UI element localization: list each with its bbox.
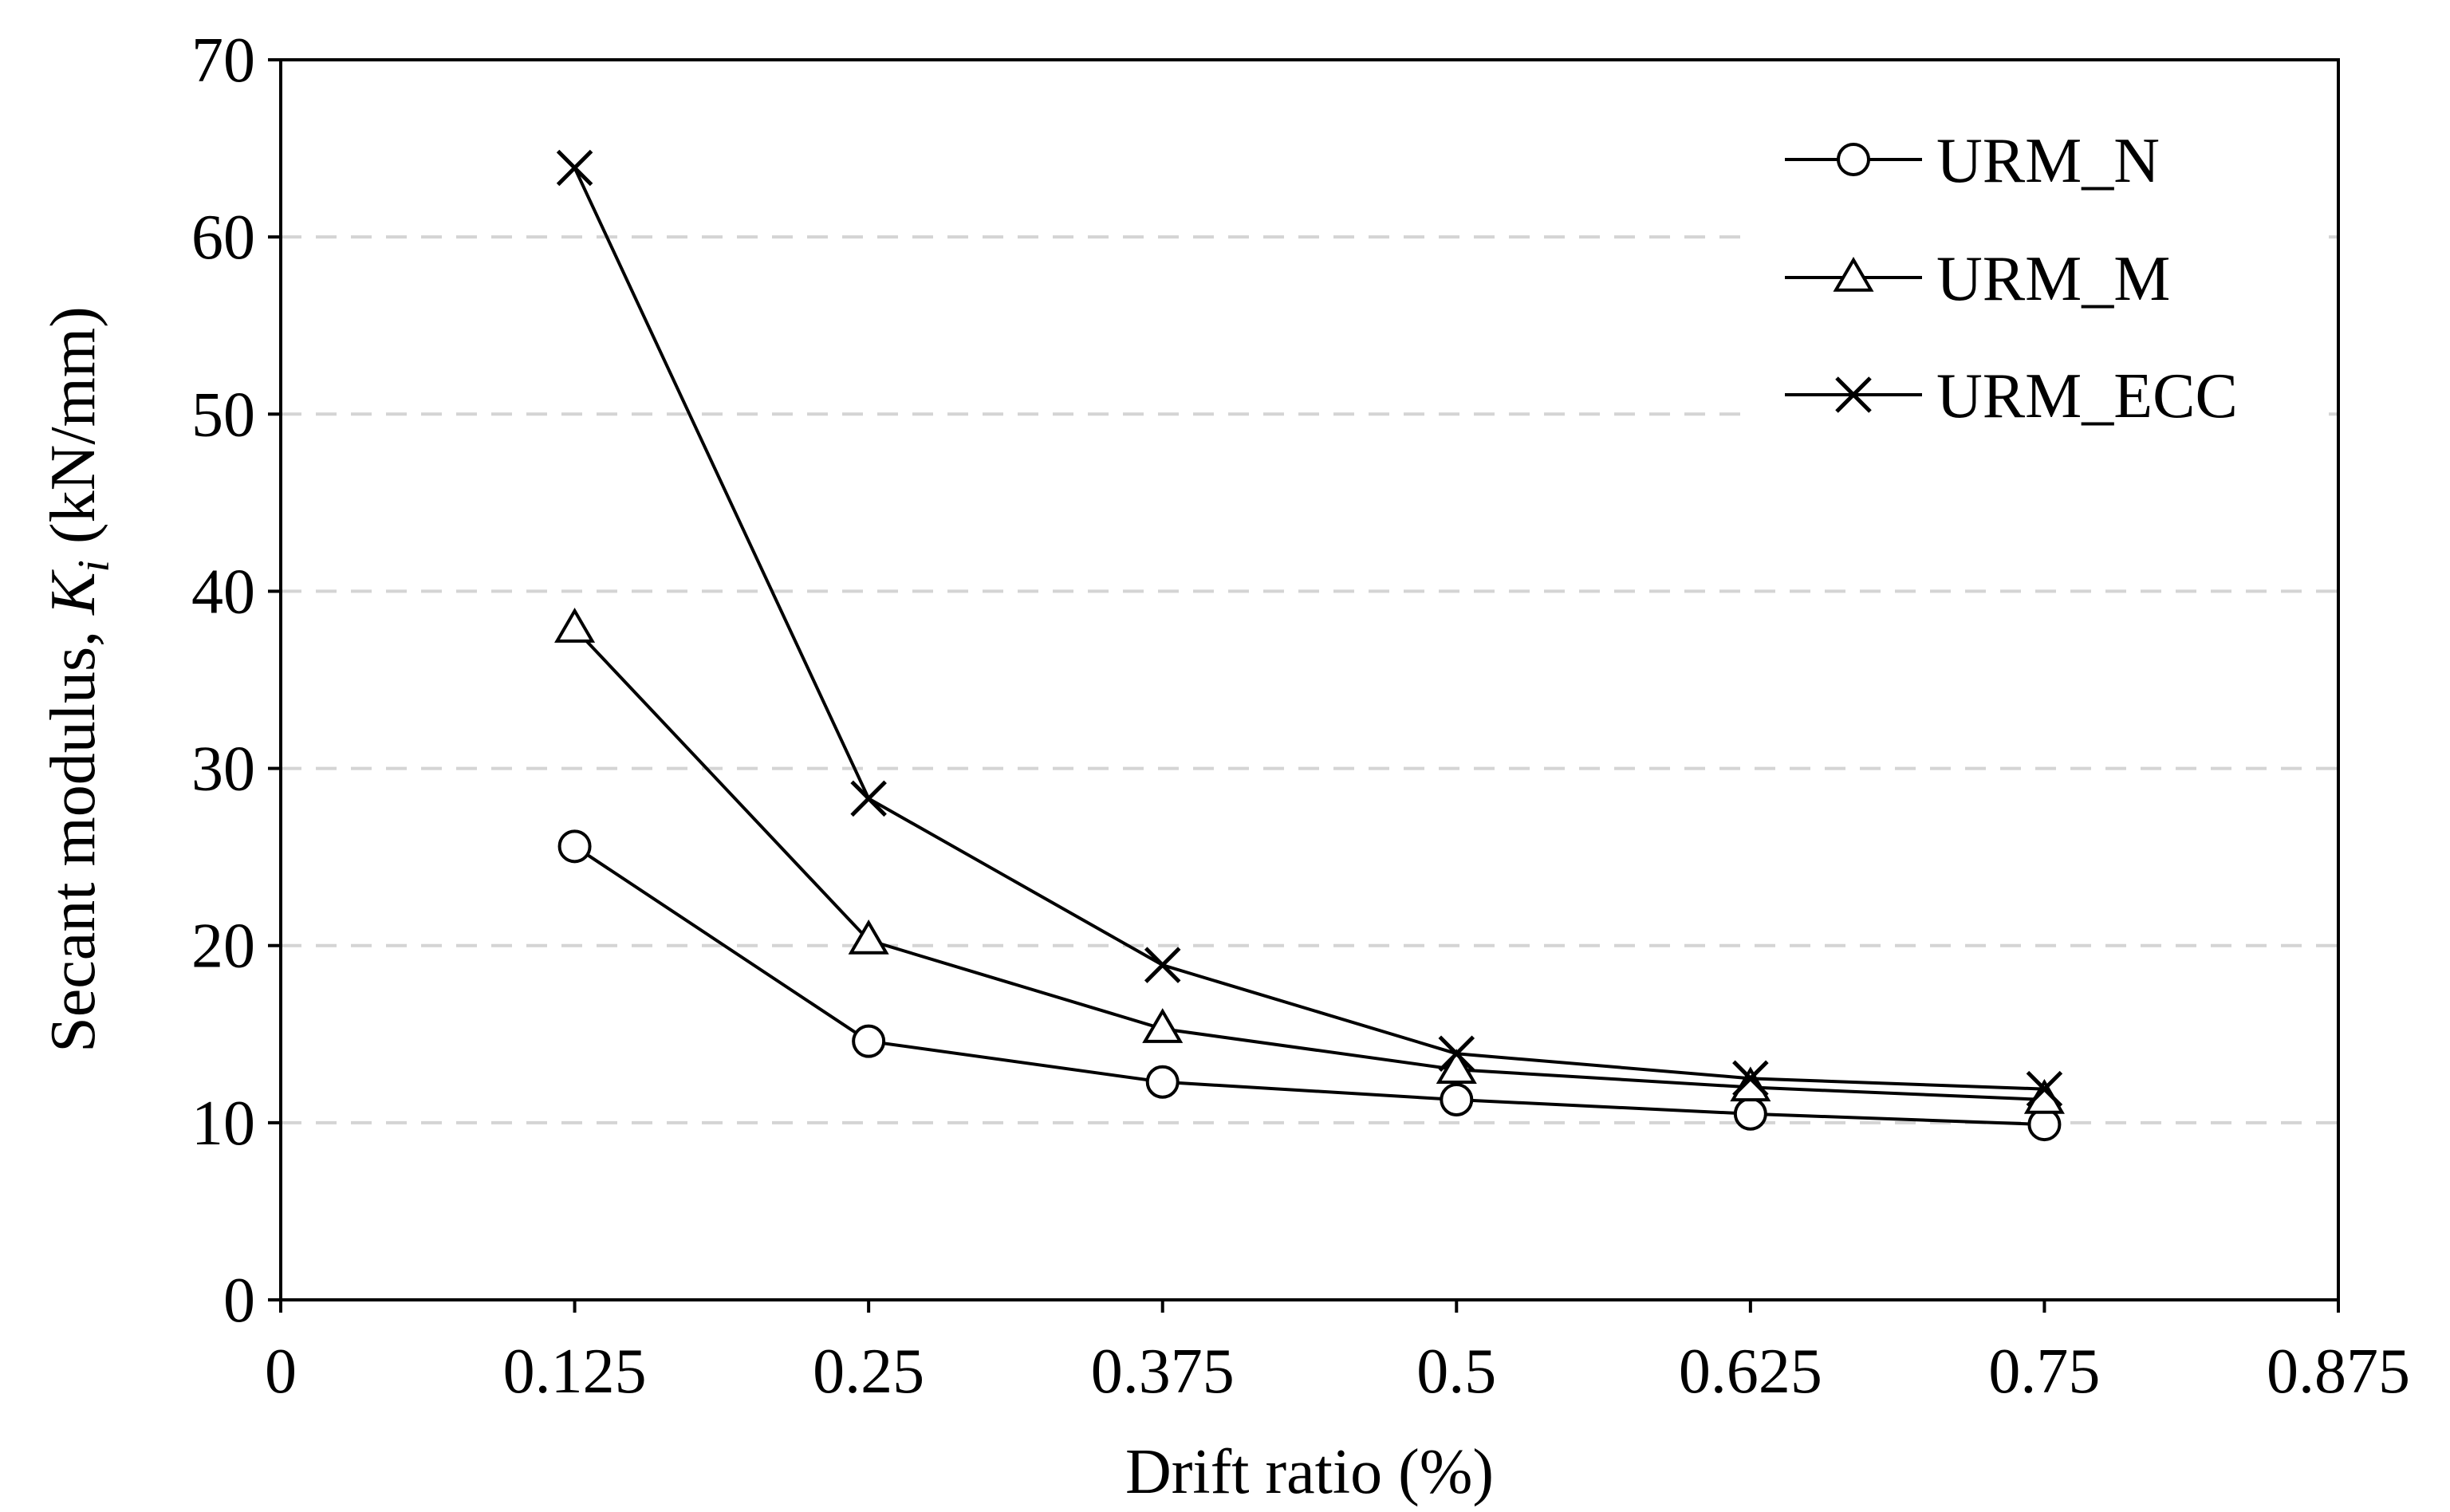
x-tick-label: 0.125 [503,1337,647,1407]
data-point-urm-ecc [2026,1070,2063,1108]
y-tick-label: 50 [191,380,255,450]
series-urm-n [557,829,2062,1142]
x-axis-ticks: 0 0.125 0.25 0.375 0.5 0.625 0.75 0.875 [265,1300,2410,1407]
data-point-urm-m [848,919,889,955]
data-point-urm-m [1436,1049,1477,1084]
legend-item-urm-ecc: URM_ECC [1785,361,2238,431]
legend: URM_N URM_M URM_ECC [1755,96,2329,447]
legend-marker [1833,256,1874,292]
plot-frame [279,58,2340,1301]
y-axis-title-subscript: i [69,560,119,573]
legend-item-urm-m: URM_M [1785,244,2170,314]
y-tick-label: 20 [191,912,255,982]
data-point-urm-n [557,829,592,864]
y-tick-label: 10 [191,1089,255,1159]
data-point-urm-m [554,608,596,643]
legend-label: URM_ECC [1936,361,2238,431]
y-tick-label: 30 [191,734,255,805]
data-point-urm-ecc [850,780,887,817]
series-layer [554,149,2065,1142]
legend-label: URM_N [1936,126,2160,196]
series-urm-ecc [556,149,2063,1108]
data-point-urm-ecc [556,149,593,187]
y-tick-label: 70 [191,26,255,96]
data-point-urm-n [1733,1097,1767,1131]
data-point-urm-m [1730,1066,1771,1102]
series-line-urm-m [573,627,2045,1101]
legend-item-urm-n: URM_N [1785,126,2160,196]
series-urm-m [554,608,2065,1114]
series-line-urm-ecc [573,167,2045,1091]
grid-lines [281,235,2338,1124]
y-axis-title-suffix: (kN/mm) [38,306,108,560]
y-tick-label: 40 [191,557,255,627]
x-tick-label: 0.5 [1416,1337,1496,1407]
y-axis-title-symbol: K [38,569,108,616]
series-line-urm-n [573,845,2045,1127]
x-tick-label: 0.875 [2267,1337,2410,1407]
data-point-urm-ecc [1438,1035,1475,1072]
x-tick-label: 0.625 [1679,1337,1822,1407]
y-axis-title: Secant modulus, Ki (kN/mm) [38,306,119,1052]
data-point-urm-ecc [1732,1060,1769,1097]
data-point-urm-n [1440,1082,1474,1116]
y-tick-label: 60 [191,203,255,273]
data-point-urm-ecc [1144,947,1181,983]
legend-marker [1835,376,1872,413]
y-tick-label: 0 [223,1266,255,1336]
x-tick-label: 0.25 [813,1337,924,1407]
data-point-urm-m [1142,1008,1184,1043]
y-axis-ticks: 0 10 20 30 40 50 60 70 [191,26,281,1336]
x-tick-label: 0.75 [1988,1337,2100,1407]
x-tick-label: 0 [265,1337,297,1407]
legend-marker [1837,143,1870,176]
x-axis-title: Drift ratio (%) [1125,1437,1494,1507]
x-tick-label: 0.375 [1091,1337,1235,1407]
data-point-urm-n [852,1024,886,1058]
data-point-urm-n [1145,1065,1180,1099]
data-point-urm-n [2027,1108,2062,1142]
y-axis-title-prefix: Secant modulus, [38,615,108,1053]
legend-label: URM_M [1936,244,2170,314]
